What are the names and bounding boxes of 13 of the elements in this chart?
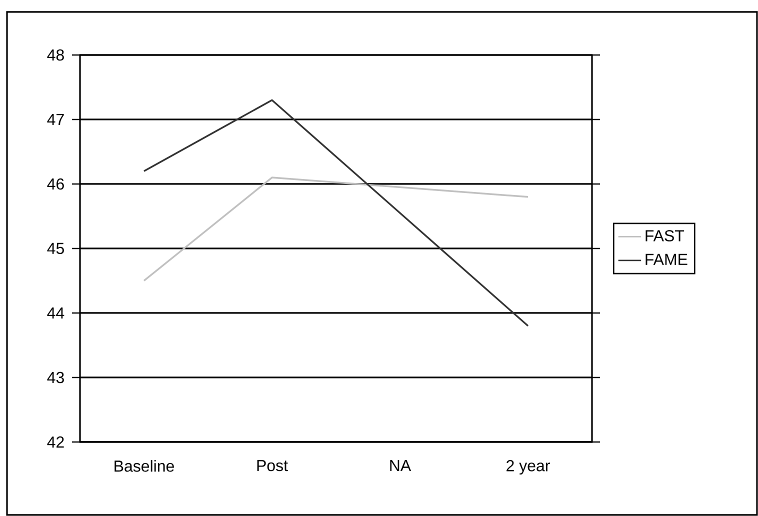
x-tick-label: Baseline [114,460,174,472]
y-tick-label: 44 [47,307,64,318]
x-tick-label: 2 year [506,460,550,475]
legend-label: FAST [646,230,684,242]
y-tick-label: 48 [47,49,64,61]
y-tick-label: 42 [47,436,64,448]
y-tick-label: 47 [47,114,64,125]
y-tick-label: 45 [47,242,64,254]
y-tick-label: 43 [47,372,64,384]
x-tick-label: NA [390,460,412,472]
y-tick-label: 46 [47,178,64,190]
legend-label: FAME [646,254,688,265]
x-tick-label: Post [257,460,288,472]
